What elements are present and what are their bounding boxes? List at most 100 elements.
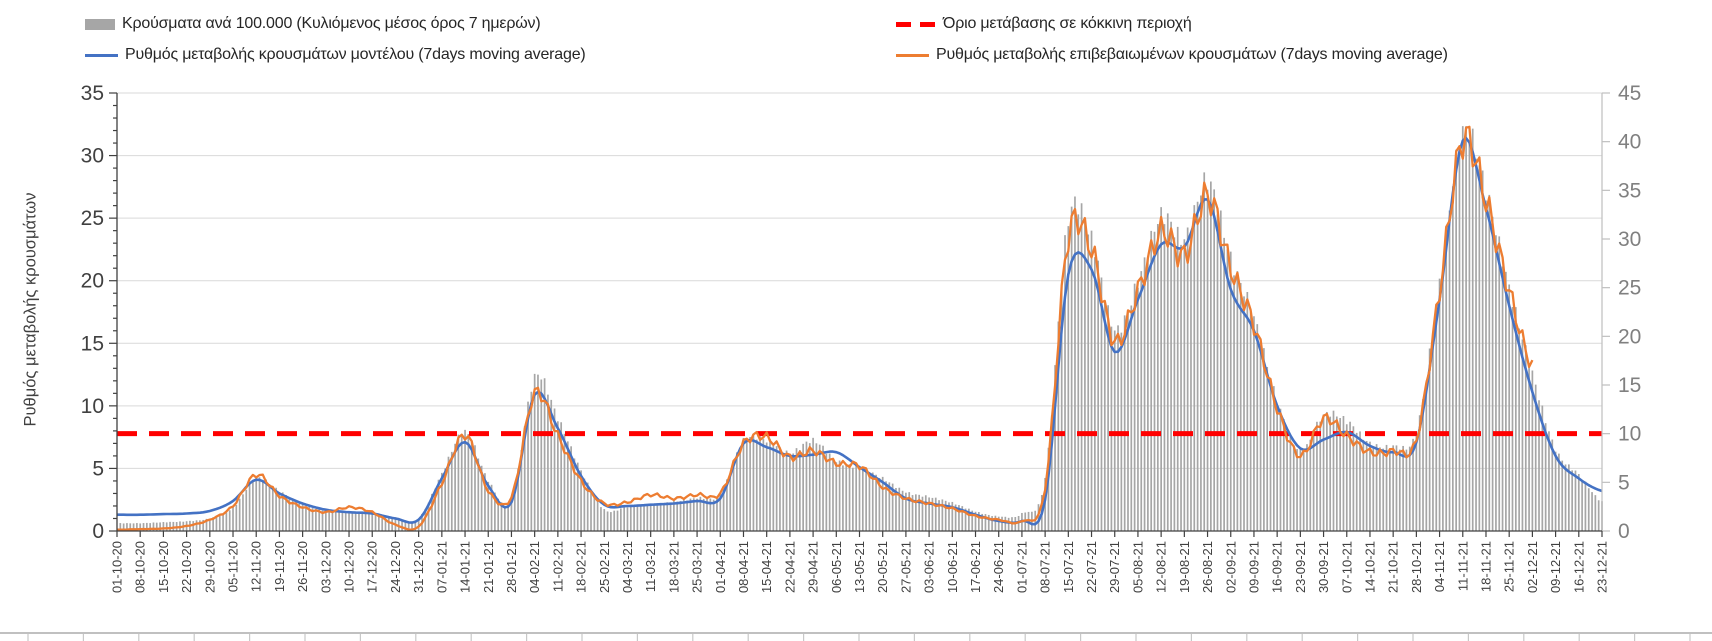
x-tick-label: 06-05-21	[829, 541, 844, 593]
x-tick-label: 05-11-20	[226, 541, 241, 592]
y-left-tick-label: 30	[81, 145, 104, 168]
y-right-tick-label: 15	[1618, 374, 1641, 397]
y-left-axis-title: Ρυθμός μεταβολής κρουσμάτων	[21, 192, 40, 427]
gridlines	[117, 92, 1602, 469]
x-tick-label: 13-05-21	[852, 541, 867, 593]
x-tick-label: 19-08-21	[1177, 541, 1192, 593]
x-tick-label: 25-03-21	[690, 541, 705, 593]
x-tick-label: 23-09-21	[1293, 541, 1308, 593]
x-tick-label: 19-11-20	[272, 541, 287, 592]
y-right-tick-label: 35	[1618, 179, 1641, 202]
x-tick-label: 01-07-21	[1014, 541, 1029, 593]
y-right-tick-label: 25	[1618, 277, 1641, 300]
x-tick-label: 24-12-20	[388, 541, 403, 593]
x-tick-label: 26-11-20	[295, 541, 310, 592]
x-tick-label: 11-02-21	[550, 541, 565, 592]
y-left-tick-label: 25	[81, 207, 104, 230]
x-tick-label: 07-10-21	[1339, 541, 1354, 593]
x-tick-label: 09-12-21	[1548, 541, 1563, 593]
y-left-tick-label: 15	[81, 332, 104, 355]
x-tick-label: 10-12-20	[342, 541, 357, 593]
x-tick-label: 20-05-21	[875, 541, 890, 593]
legend-label: Ρυθμός μεταβολής επιβεβαιωμένων κρουσμάτ…	[936, 46, 1448, 63]
x-tick-label: 12-08-21	[1154, 541, 1169, 593]
legend-item-confirmed-rate: Ρυθμός μεταβολής επιβεβαιωμένων κρουσμάτ…	[896, 46, 1448, 64]
x-tick-label: 17-12-20	[365, 541, 380, 593]
x-tick-label: 28-01-21	[504, 541, 519, 593]
x-tick-label: 02-09-21	[1223, 541, 1238, 593]
x-tick-label: 29-04-21	[806, 541, 821, 593]
x-tick-label: 25-11-21	[1502, 541, 1517, 592]
bar-series-swatch	[85, 18, 115, 30]
legend-item-cases-per-100k: Κρούσματα ανά 100.000 (Κυλιόμενος μέσος …	[85, 15, 541, 33]
x-tick-label: 28-10-21	[1409, 541, 1424, 593]
x-tick-label: 14-01-21	[458, 541, 473, 593]
y-left-axis: 0 5 10 15 20 25 30 35	[81, 82, 118, 543]
x-tick-label: 25-02-21	[597, 541, 612, 593]
x-tick-label: 01-04-21	[713, 541, 728, 593]
x-tick-label: 27-05-21	[898, 541, 913, 593]
y-left-tick-label: 20	[81, 270, 104, 293]
legend-label: Όριο μετάβασης σε κόκκινη περιοχή	[943, 15, 1192, 32]
x-tick-label: 31-12-20	[411, 541, 426, 593]
x-tick-label: 18-11-21	[1478, 541, 1493, 592]
x-tick-label: 18-02-21	[574, 541, 589, 593]
threshold-line-swatch	[896, 21, 936, 27]
x-tick-label: 16-09-21	[1270, 541, 1285, 593]
bars-series	[119, 126, 1603, 531]
x-tick-label: 23-12-21	[1595, 541, 1610, 593]
x-tick-label: 21-01-21	[481, 541, 496, 593]
x-tick-label: 14-10-21	[1362, 541, 1377, 593]
x-tick-label: 04-11-21	[1432, 541, 1447, 592]
x-tick-label: 12-11-20	[249, 541, 264, 592]
x-tick-label: 15-07-21	[1061, 541, 1076, 593]
x-tick-label: 11-11-21	[1455, 541, 1470, 591]
legend-label: Ρυθμός μεταβολής κρουσμάτων μοντέλου (7d…	[125, 46, 586, 63]
x-axis: 01-10-20 08-10-20 15-10-20 22-10-20 29-10-20…	[110, 530, 1610, 593]
legend-item-red-threshold: Όριο μετάβασης σε κόκκινη περιοχή	[896, 15, 1192, 33]
x-tick-label: 21-10-21	[1386, 541, 1401, 593]
y-right-tick-label: 5	[1618, 471, 1630, 494]
x-tick-label: 17-06-21	[968, 541, 983, 593]
x-tick-label: 29-10-20	[202, 541, 217, 593]
model-line-swatch	[85, 53, 118, 57]
y-right-tick-label: 10	[1618, 423, 1641, 446]
y-right-tick-label: 0	[1618, 520, 1630, 543]
y-left-tick-label: 35	[81, 82, 104, 105]
x-tick-label: 26-08-21	[1200, 541, 1215, 593]
x-tick-label: 03-06-21	[922, 541, 937, 593]
x-tick-label: 16-12-21	[1571, 541, 1586, 593]
y-right-tick-label: 30	[1618, 228, 1641, 251]
x-tick-label: 22-10-20	[179, 541, 194, 593]
x-tick-label: 07-01-21	[434, 541, 449, 593]
x-tick-label: 01-10-20	[110, 541, 125, 593]
x-tick-label: 08-04-21	[736, 541, 751, 593]
x-tick-label: 08-10-20	[133, 541, 148, 593]
x-tick-label: 02-12-21	[1525, 541, 1540, 593]
confirmed-line	[116, 125, 1534, 531]
y-right-tick-label: 45	[1618, 82, 1641, 105]
x-tick-label: 18-03-21	[666, 541, 681, 593]
x-tick-label: 04-02-21	[527, 541, 542, 593]
x-tick-label: 24-06-21	[991, 541, 1006, 593]
legend-label: Κρούσματα ανά 100.000 (Κυλιόμενος μέσος …	[122, 15, 541, 32]
x-tick-label: 09-09-21	[1246, 541, 1261, 593]
y-left-tick-label: 10	[81, 395, 104, 418]
x-tick-label: 03-12-20	[318, 541, 333, 593]
y-left-tick-label: 0	[92, 520, 104, 543]
x-tick-label: 15-04-21	[759, 541, 774, 593]
y-right-tick-label: 40	[1618, 131, 1641, 154]
x-tick-label: 30-09-21	[1316, 541, 1331, 593]
y-right-tick-label: 20	[1618, 325, 1641, 348]
y-left-tick-label: 5	[92, 457, 104, 480]
x-tick-label: 10-06-21	[945, 541, 960, 593]
confirmed-line-swatch	[896, 53, 929, 57]
x-tick-label: 05-08-21	[1130, 541, 1145, 593]
x-tick-label: 22-04-21	[782, 541, 797, 593]
x-tick-label: 08-07-21	[1038, 541, 1053, 593]
x-tick-label: 15-10-20	[156, 541, 171, 593]
y-right-axis: 0 5 10 15 20 25 30 35 40 45	[1601, 82, 1641, 543]
x-tick-label: 04-03-21	[620, 541, 635, 593]
